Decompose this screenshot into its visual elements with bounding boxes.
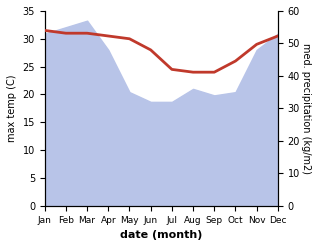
X-axis label: date (month): date (month) [120, 230, 203, 240]
Y-axis label: max temp (C): max temp (C) [7, 75, 17, 142]
Y-axis label: med. precipitation (kg/m2): med. precipitation (kg/m2) [301, 43, 311, 174]
